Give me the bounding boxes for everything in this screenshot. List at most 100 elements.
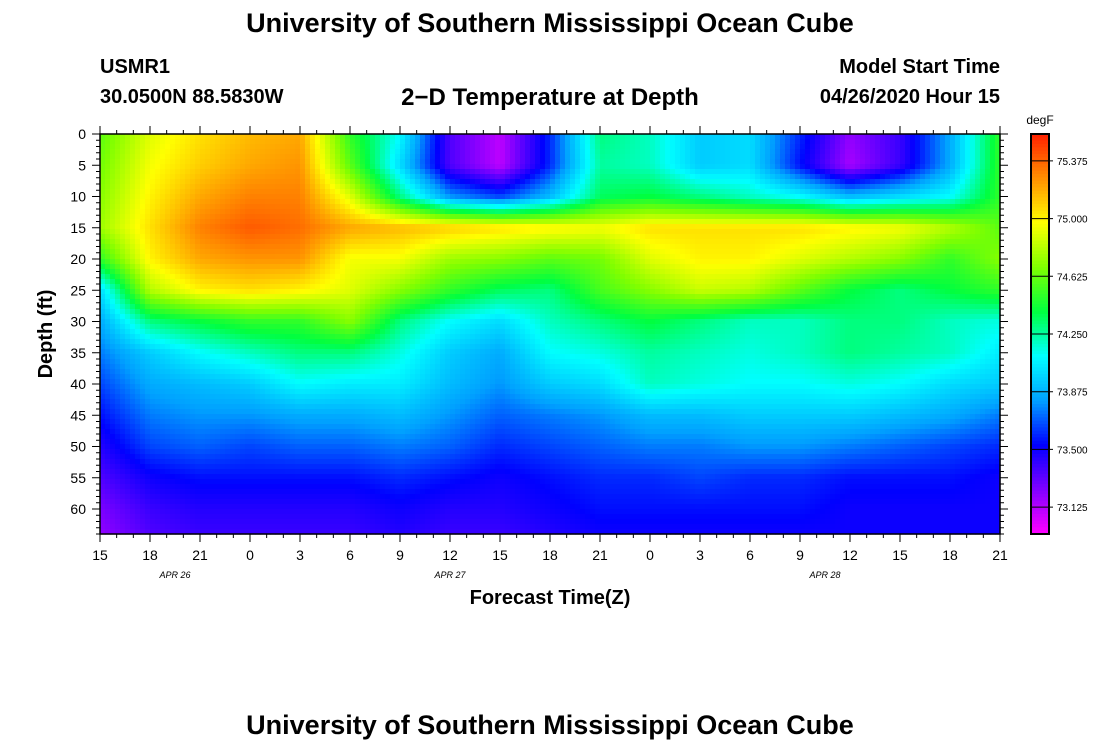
heatmap-cell	[725, 239, 731, 245]
heatmap-cell	[515, 254, 521, 260]
heatmap-cell	[930, 164, 936, 170]
heatmap-cell	[660, 269, 666, 275]
heatmap-cell	[280, 199, 286, 205]
heatmap-cell	[930, 244, 936, 250]
heatmap-cell	[850, 149, 856, 155]
heatmap-cell	[305, 164, 311, 170]
heatmap-cell	[620, 159, 626, 165]
heatmap-cell	[865, 229, 871, 235]
heatmap-cell	[725, 204, 731, 210]
heatmap-cell	[410, 199, 416, 205]
heatmap-cell	[645, 149, 651, 155]
heatmap-cell	[520, 184, 526, 190]
heatmap-cell	[270, 154, 276, 160]
heatmap-cell	[865, 139, 871, 145]
heatmap-cell	[465, 259, 471, 265]
heatmap-cell	[600, 199, 606, 205]
heatmap-cell	[720, 214, 726, 220]
heatmap-cell	[380, 189, 386, 195]
heatmap-cell	[130, 164, 136, 170]
heatmap-cell	[135, 134, 141, 140]
heatmap-cell	[880, 194, 886, 200]
heatmap-cell	[585, 199, 591, 205]
heatmap-cell	[805, 204, 811, 210]
heatmap-cell	[400, 204, 406, 210]
heatmap-cell	[720, 134, 726, 140]
heatmap-cell	[750, 254, 756, 260]
heatmap-cell	[240, 254, 246, 260]
heatmap-cell	[980, 194, 986, 200]
heatmap-cell	[535, 269, 541, 275]
heatmap-cell	[525, 244, 531, 250]
heatmap-cell	[780, 149, 786, 155]
heatmap-cell	[875, 224, 881, 230]
heatmap-cell	[390, 264, 396, 270]
heatmap-cell	[920, 209, 926, 215]
heatmap-cell	[460, 209, 466, 215]
heatmap-cell	[500, 144, 506, 150]
heatmap-cell	[560, 239, 566, 245]
heatmap-cell	[915, 139, 921, 145]
heatmap-cell	[460, 144, 466, 150]
heatmap-cell	[995, 214, 1001, 220]
heatmap-cell	[575, 244, 581, 250]
heatmap-cell	[470, 224, 476, 230]
heatmap-cell	[540, 174, 546, 180]
heatmap-cell	[230, 209, 236, 215]
heatmap-cell	[955, 159, 961, 165]
heatmap-cell	[540, 259, 546, 265]
heatmap-cell	[580, 184, 586, 190]
heatmap-cell	[875, 239, 881, 245]
heatmap-cell	[590, 264, 596, 270]
heatmap-cell	[700, 144, 706, 150]
heatmap-cell	[730, 199, 736, 205]
heatmap-cell	[450, 139, 456, 145]
heatmap-cell	[640, 229, 646, 235]
heatmap-cell	[625, 169, 631, 175]
heatmap-cell	[570, 189, 576, 195]
heatmap-cell	[345, 169, 351, 175]
heatmap-cell	[530, 204, 536, 210]
heatmap-cell	[930, 234, 936, 240]
heatmap-cell	[755, 224, 761, 230]
heatmap-cell	[545, 219, 551, 225]
heatmap-cell	[585, 139, 591, 145]
heatmap-cell	[605, 229, 611, 235]
heatmap-cell	[590, 169, 596, 175]
heatmap-cell	[655, 219, 661, 225]
heatmap-cell	[530, 134, 536, 140]
heatmap-cell	[910, 259, 916, 265]
heatmap-cell	[425, 234, 431, 240]
heatmap-cell	[450, 219, 456, 225]
heatmap-cell	[200, 244, 206, 250]
heatmap-cell	[295, 224, 301, 230]
heatmap-cell	[700, 159, 706, 165]
heatmap-cell	[810, 184, 816, 190]
heatmap-cell	[545, 204, 551, 210]
heatmap-cell	[390, 184, 396, 190]
heatmap-cell	[705, 159, 711, 165]
heatmap-cell	[100, 204, 106, 210]
heatmap-cell	[220, 224, 226, 230]
heatmap-cell	[840, 254, 846, 260]
heatmap-cell	[445, 134, 451, 140]
heatmap-cell	[650, 209, 656, 215]
heatmap-cell	[415, 214, 421, 220]
heatmap-cell	[750, 189, 756, 195]
heatmap-cell	[805, 199, 811, 205]
heatmap-cell	[840, 179, 846, 185]
heatmap-cell	[695, 204, 701, 210]
heatmap-cell	[215, 169, 221, 175]
heatmap-cell	[790, 259, 796, 265]
heatmap-cell	[885, 259, 891, 265]
heatmap-cell	[855, 209, 861, 215]
heatmap-cell	[915, 144, 921, 150]
heatmap-cell	[850, 224, 856, 230]
heatmap-cell	[840, 234, 846, 240]
heatmap-cell	[480, 164, 486, 170]
heatmap-cell	[240, 224, 246, 230]
heatmap-cell	[690, 164, 696, 170]
heatmap-cell	[580, 234, 586, 240]
heatmap-cell	[400, 169, 406, 175]
heatmap-cell	[165, 179, 171, 185]
